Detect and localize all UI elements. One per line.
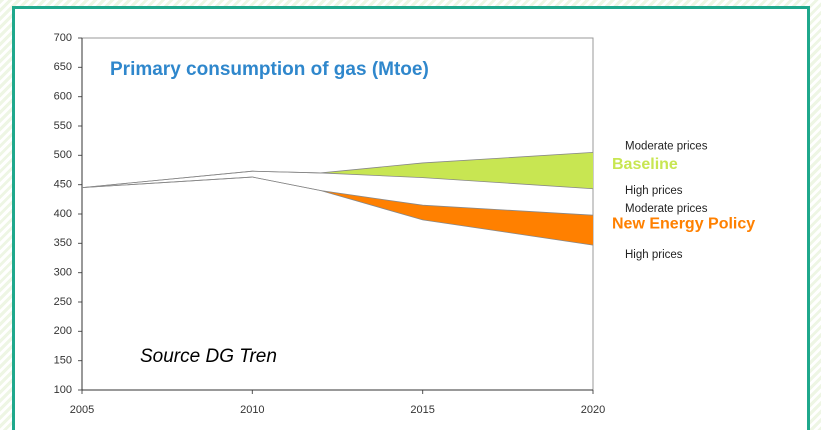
y-tick-label: 550 bbox=[54, 120, 72, 132]
y-tick-label: 450 bbox=[54, 179, 72, 191]
line bbox=[81, 176, 594, 246]
y-tick-label: 300 bbox=[54, 267, 72, 279]
y-tick-label: 700 bbox=[54, 32, 72, 44]
band-area bbox=[82, 152, 593, 189]
y-tick-label: 650 bbox=[54, 61, 72, 73]
x-tick-label: 2015 bbox=[410, 404, 434, 416]
frame bbox=[12, 6, 810, 430]
series-label: New Energy Policy bbox=[612, 215, 755, 232]
line bbox=[81, 170, 594, 190]
upper-label: Moderate prices bbox=[625, 140, 708, 152]
chart-title: Primary consumption of gas (Mtoe) bbox=[110, 59, 429, 80]
upper-label: Moderate prices bbox=[625, 203, 708, 215]
y-tick-label: 250 bbox=[54, 296, 72, 308]
y-tick-label: 200 bbox=[54, 325, 72, 337]
y-tick-label: 350 bbox=[54, 237, 72, 249]
lower-label: High prices bbox=[625, 185, 683, 197]
x-tick-label: 2010 bbox=[240, 404, 264, 416]
x-tick-label: 2020 bbox=[581, 404, 605, 416]
y-tick-label: 400 bbox=[54, 208, 72, 220]
band-area bbox=[82, 177, 593, 246]
y-tick-label: 600 bbox=[54, 91, 72, 103]
y-tick-label: 500 bbox=[54, 149, 72, 161]
x-tick-label: 2005 bbox=[70, 404, 94, 416]
series-label: Baseline bbox=[612, 156, 678, 173]
annotation: Source DG Tren bbox=[140, 346, 277, 367]
y-tick-label: 100 bbox=[54, 384, 72, 396]
y-tick-label: 150 bbox=[54, 355, 72, 367]
lower-label: High prices bbox=[625, 249, 683, 261]
